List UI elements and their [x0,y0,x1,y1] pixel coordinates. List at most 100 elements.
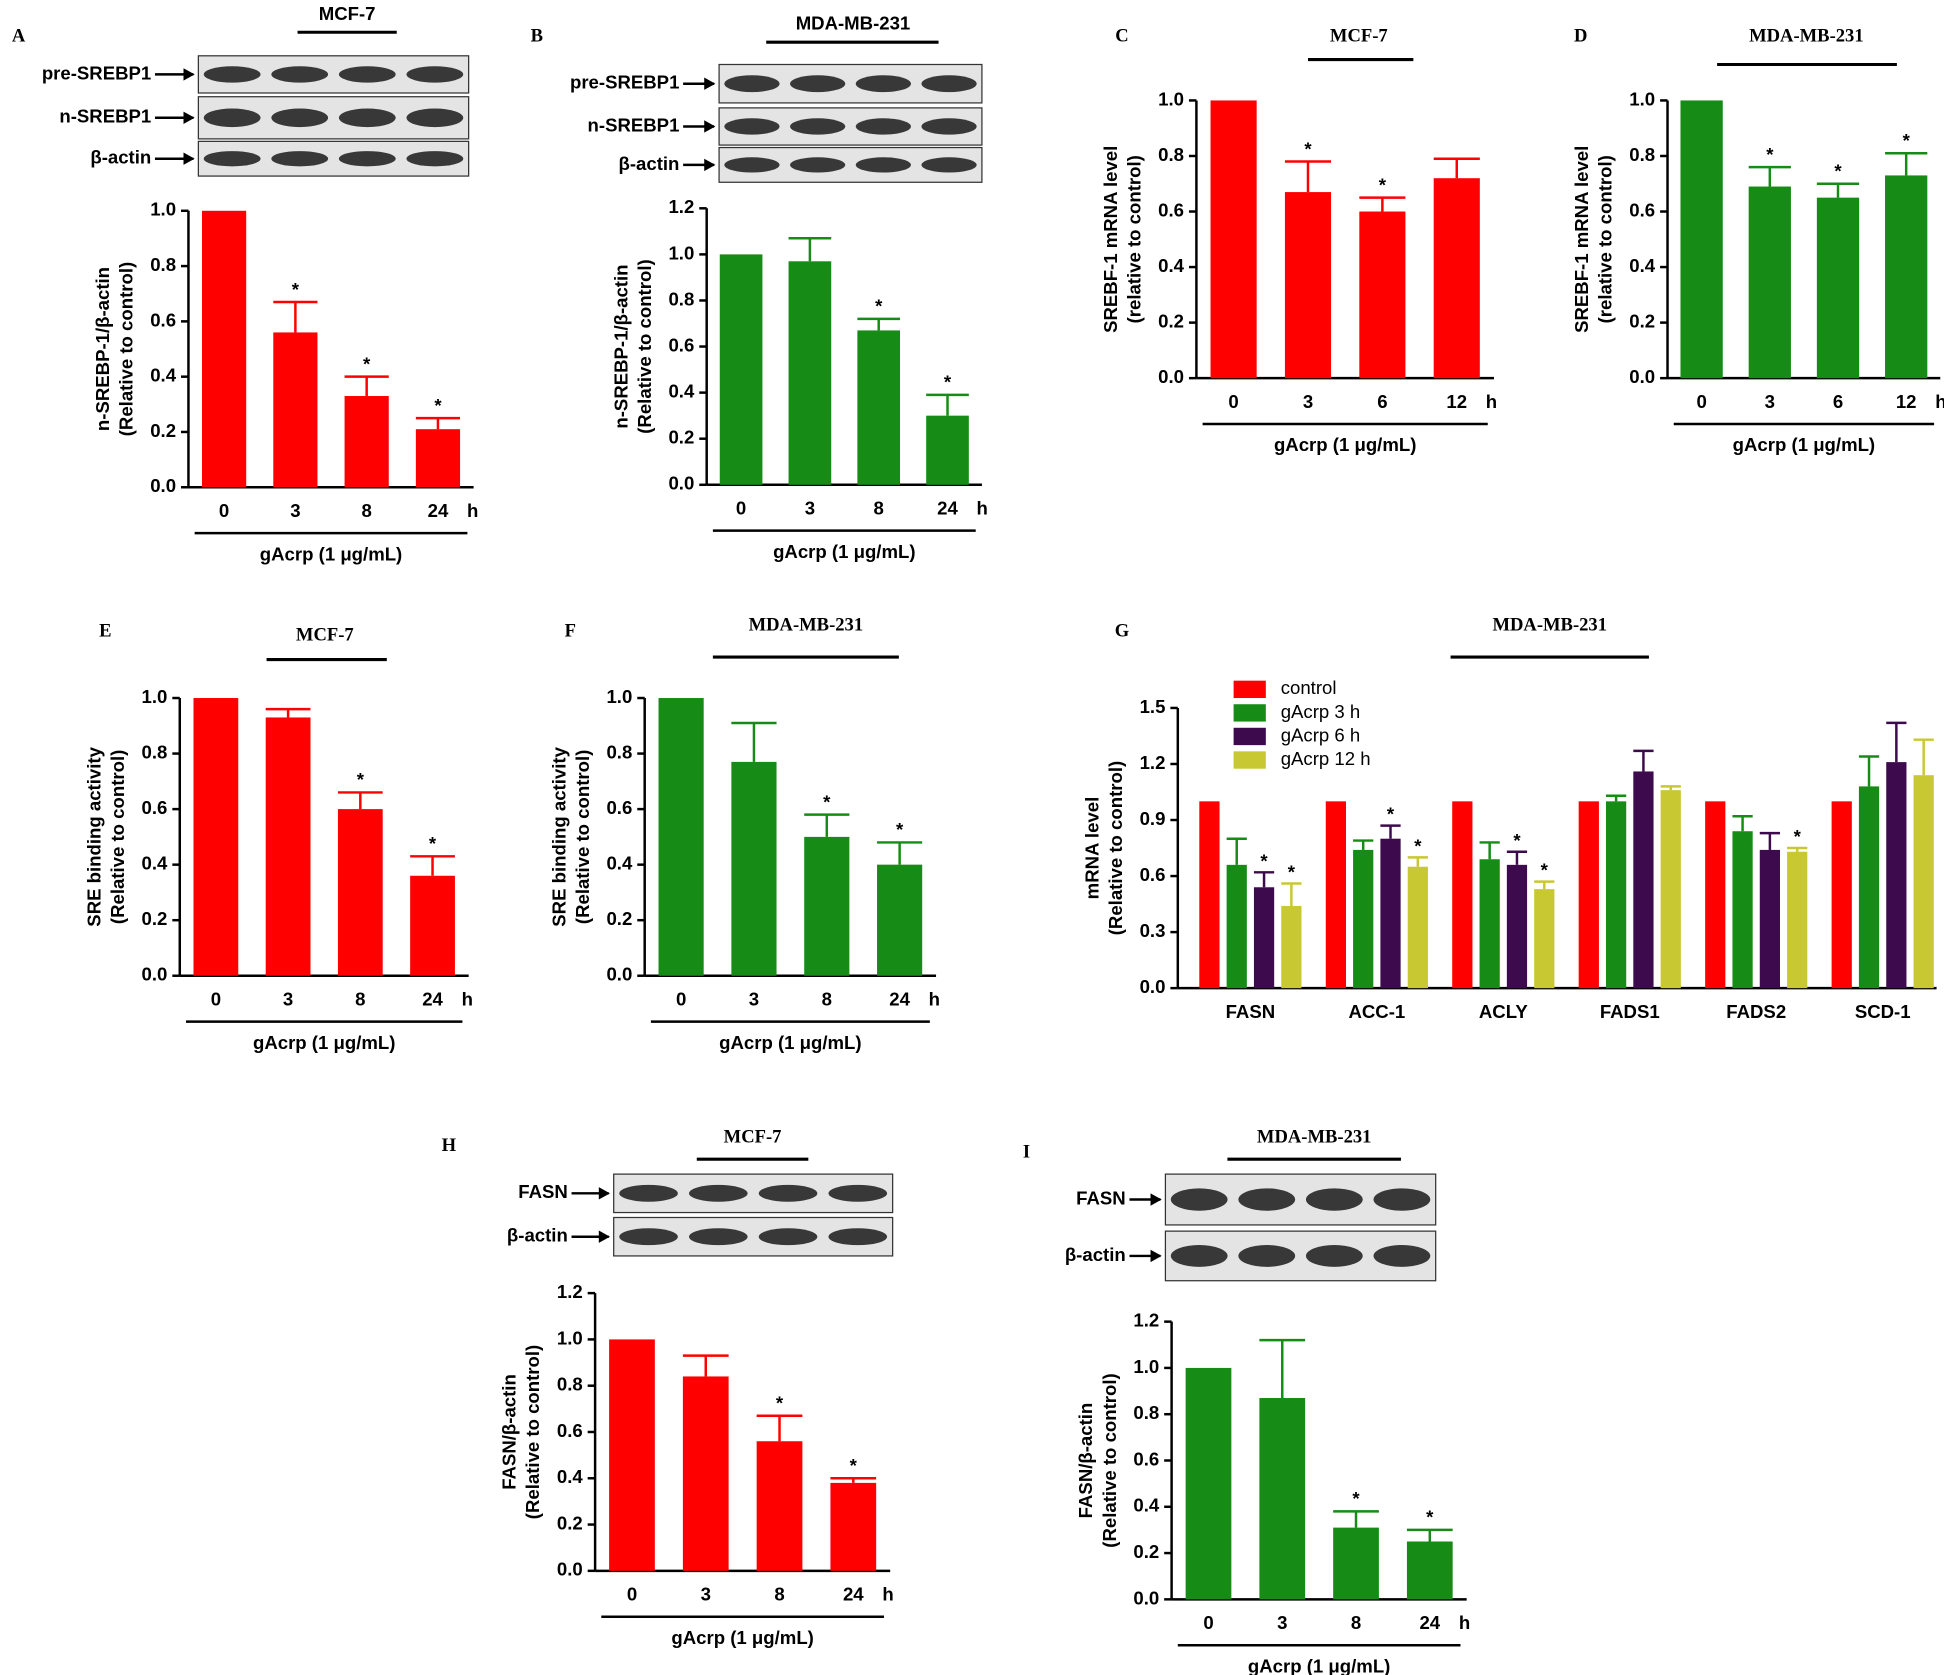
blot-band [828,1184,888,1202]
bar [830,1482,877,1571]
y-tick-label: 0.0 [606,964,632,985]
y-tick-label: 0.4 [668,381,694,402]
x-tick-label: 3 [283,988,293,1009]
significance-star: * [875,296,883,317]
x-axis-label: gAcrp (1 μg/mL) [671,1627,813,1648]
blot-band [1170,1245,1228,1267]
y-tick-label: 0.2 [142,908,168,929]
bar [1748,186,1791,379]
blot-band [724,118,780,135]
bar [658,698,704,976]
bar [877,864,923,976]
bar [1259,1398,1306,1600]
y-tick-label: 0.2 [668,427,694,448]
significance-star: * [357,769,365,790]
significance-star: * [363,353,371,374]
y-tick-label: 0.9 [1140,808,1166,829]
x-axis-label: gAcrp (1 μg/mL) [773,541,915,562]
bar [1578,801,1599,989]
blot-arrowhead [598,1187,610,1200]
x-tick-label: 24 [843,1584,864,1605]
x-axis-label: gAcrp (1 μg/mL) [719,1032,861,1053]
y-tick-label: 0.0 [668,473,694,494]
bar [337,809,383,976]
x-tick-label: 6 [1833,391,1843,412]
y-tick-label: 1.0 [606,686,632,707]
bar [1913,775,1934,989]
bar [788,261,832,485]
x-unit: h [977,497,988,518]
legend-swatch [1233,751,1266,769]
blot-band [790,118,846,135]
significance-star: * [1794,826,1802,847]
bar [1886,762,1907,989]
x-axis-label: gAcrp (1 μg/mL) [253,1032,395,1053]
y-tick-label: 0.6 [1133,1448,1159,1469]
x-tick-label: 0 [1203,1612,1213,1633]
bar [1353,849,1374,989]
y-axis-label: (Relative to control) [116,262,137,436]
x-tick-label: 24 [428,500,449,521]
x-unit: h [1486,391,1497,412]
panel-title: MCF-7 [1330,25,1388,46]
blot-label: FASN [1076,1187,1126,1208]
x-axis-label: gAcrp (1 μg/mL) [1733,434,1875,455]
x-tick-label: 0 [676,988,686,1009]
bar [415,429,461,488]
y-tick-label: 0.2 [1133,1541,1159,1562]
bar [1226,864,1247,989]
bar [682,1376,729,1571]
bar [1732,831,1753,989]
panel-letter: I [1023,1141,1030,1162]
bar [344,396,389,488]
blot-band [724,157,780,173]
bar [1633,771,1654,989]
x-tick-label: FADS2 [1726,1001,1786,1022]
blot-band [338,108,396,128]
legend-label: gAcrp 6 h [1281,724,1361,745]
bar [1199,801,1220,989]
blot-arrowhead [598,1230,610,1243]
significance-star: * [1304,138,1312,159]
bar [265,717,311,976]
blot-band [855,118,911,135]
blot-band [689,1228,748,1246]
bar [1534,889,1555,989]
bar [1359,211,1406,379]
y-tick-label: 0.8 [1158,144,1184,165]
significance-star: * [1541,860,1549,881]
x-tick-label: 12 [1896,391,1917,412]
blot-arrowhead [1150,1193,1162,1206]
x-tick-label: 3 [749,988,759,1009]
y-tick-label: 0.8 [606,741,632,762]
blot-band [855,157,911,173]
y-tick-label: 0.6 [668,334,694,355]
y-tick-label: 0.0 [1133,1587,1159,1608]
bar [1333,1527,1379,1600]
y-axis-label: mRNA level [1081,797,1102,900]
significance-star: * [434,395,442,416]
y-axis-label: n-SREBP-1/β-actin [610,264,631,428]
blot-band [203,108,261,128]
bar [926,415,969,485]
significance-star: * [1260,850,1268,871]
y-tick-label: 0.8 [150,254,176,275]
significance-star: * [1766,144,1774,165]
significance-star: * [1288,862,1296,883]
blot-arrowhead [704,120,716,133]
bar [1253,887,1275,989]
significance-star: * [1426,1507,1434,1528]
y-tick-label: 0.0 [1629,366,1655,387]
blot-band [921,75,977,93]
blot-band [406,151,464,167]
blot-band [724,75,780,93]
x-tick-label: 0 [1696,391,1706,412]
y-tick-label: 1.5 [1140,696,1166,717]
y-tick-label: 1.0 [150,199,176,220]
blot-band [1170,1188,1228,1211]
y-axis-label: (Relative to control) [107,750,128,924]
y-tick-label: 0.4 [606,853,632,874]
y-tick-label: 1.2 [1133,1310,1159,1331]
significance-star: * [1513,830,1521,851]
blot-arrowhead [704,158,716,172]
